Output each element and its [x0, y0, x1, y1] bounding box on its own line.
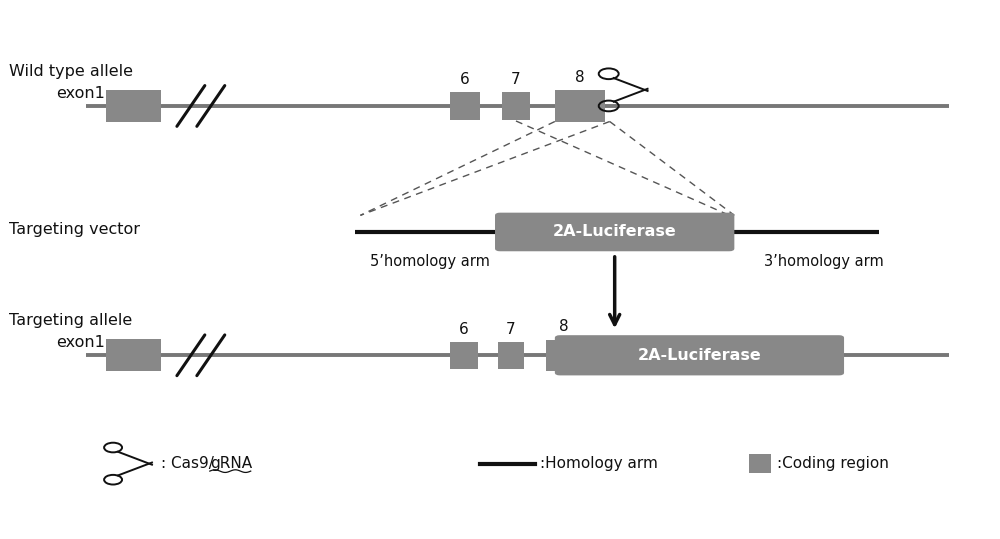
FancyBboxPatch shape: [106, 90, 161, 122]
Text: exon1: exon1: [56, 86, 105, 101]
FancyBboxPatch shape: [555, 335, 844, 375]
FancyBboxPatch shape: [450, 92, 480, 120]
Text: Targeting vector: Targeting vector: [9, 222, 140, 237]
FancyBboxPatch shape: [749, 454, 771, 473]
FancyBboxPatch shape: [555, 91, 605, 121]
Text: 5’homology arm: 5’homology arm: [370, 254, 490, 270]
Text: exon1: exon1: [56, 335, 105, 350]
Text: 7: 7: [511, 72, 521, 87]
Text: 2A-Luciferase: 2A-Luciferase: [553, 224, 677, 239]
Text: Wild type allele: Wild type allele: [9, 64, 133, 79]
Text: 6: 6: [460, 72, 470, 87]
FancyBboxPatch shape: [495, 213, 734, 251]
FancyBboxPatch shape: [546, 340, 581, 371]
Text: 2A-Luciferase: 2A-Luciferase: [638, 348, 761, 363]
Text: : Cas9/: : Cas9/: [161, 456, 214, 471]
Text: 8: 8: [559, 320, 568, 334]
Text: Targeting allele: Targeting allele: [9, 314, 133, 328]
Text: :Coding region: :Coding region: [777, 456, 889, 471]
Text: 6: 6: [459, 322, 469, 336]
Text: :Homology arm: :Homology arm: [540, 456, 658, 471]
Text: gRNA: gRNA: [210, 456, 252, 471]
FancyBboxPatch shape: [498, 342, 524, 369]
FancyBboxPatch shape: [502, 92, 530, 120]
Text: 3’homology arm: 3’homology arm: [764, 254, 884, 270]
Text: 8: 8: [575, 70, 585, 85]
FancyBboxPatch shape: [106, 339, 161, 371]
Text: 7: 7: [506, 322, 516, 336]
FancyBboxPatch shape: [450, 342, 478, 369]
